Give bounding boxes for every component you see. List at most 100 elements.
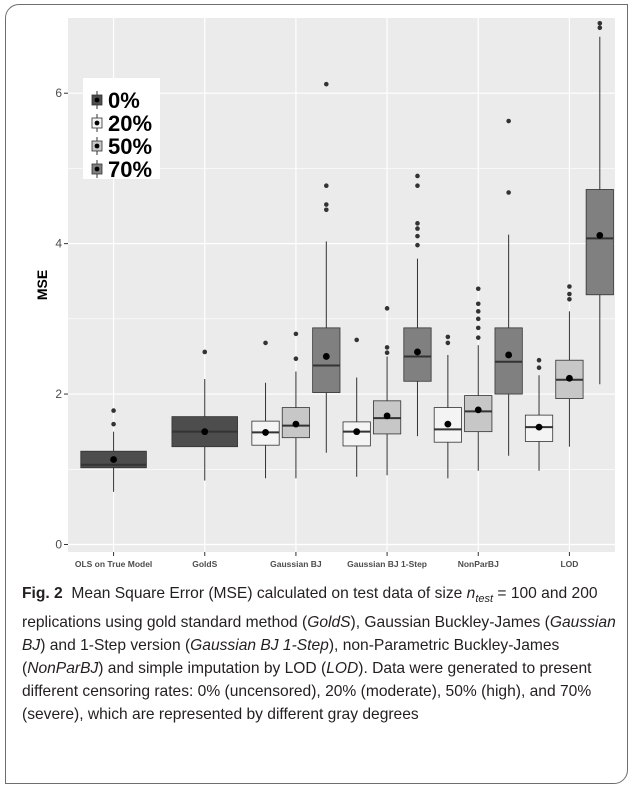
x-tick-label: NonParBJ — [458, 559, 499, 569]
y-axis: 0 2 4 6 — [55, 86, 68, 551]
box-body — [464, 395, 493, 433]
mean-point — [444, 420, 452, 428]
outlier-point — [597, 25, 603, 31]
outlier-point — [324, 81, 329, 87]
legend-label: 0% — [108, 88, 140, 113]
box-body — [524, 414, 554, 442]
box-50pct — [464, 286, 493, 471]
outlier-point — [415, 242, 420, 248]
x-tick-label: LOD — [560, 559, 578, 569]
mean-point — [505, 351, 513, 359]
legend-label: 70% — [108, 157, 152, 182]
outlier-point — [475, 286, 481, 292]
legend-key-mean — [94, 120, 100, 126]
mean-point — [262, 429, 269, 436]
mean-point — [414, 348, 421, 356]
legend-key-mean — [94, 166, 100, 172]
outlier-point — [475, 316, 481, 322]
box-body — [585, 189, 614, 296]
box-20pct — [342, 337, 371, 477]
mean-point — [110, 456, 117, 463]
box-70pct — [312, 81, 341, 453]
x-axis: OLS on True Model GoldS Gaussian BJ Gaussia… — [75, 552, 578, 569]
x-tick-label: OLS on True Model — [75, 559, 152, 569]
box-50pct — [555, 284, 584, 447]
outlier-point — [263, 340, 268, 346]
outlier-point — [506, 190, 511, 195]
box-0pct — [80, 408, 147, 492]
outlier-point — [597, 20, 603, 26]
legend: 0%20%50%70% — [83, 78, 160, 182]
legend-label: 20% — [108, 111, 152, 136]
legend-key-mean — [94, 143, 100, 149]
box-50pct — [373, 306, 402, 476]
outlier-point — [384, 306, 390, 311]
outlier-point — [475, 335, 481, 340]
outlier-point — [293, 331, 299, 337]
mean-point — [535, 423, 543, 431]
outlier-point — [536, 365, 542, 371]
figure-caption: Fig. 2 Mean Square Error (MSE) calculate… — [22, 582, 618, 726]
box-20pct — [524, 357, 554, 471]
outlier-point — [415, 233, 420, 239]
outlier-point — [111, 408, 116, 413]
legend-key-50pct — [91, 137, 103, 155]
caption-label: Fig. 2 — [22, 585, 63, 602]
box-70pct — [585, 20, 614, 385]
outlier-point — [506, 118, 511, 124]
outlier-point — [536, 357, 542, 363]
legend-key-70pct — [91, 160, 103, 178]
y-axis-label: MSE — [34, 270, 50, 300]
outlier-point — [293, 356, 299, 362]
outlier-point — [415, 221, 420, 226]
outlier-point — [202, 349, 208, 355]
y-tick-label: 6 — [55, 86, 62, 100]
box-20pct — [433, 334, 462, 479]
outlier-point — [445, 340, 451, 346]
outlier-point — [445, 334, 451, 340]
outlier-point — [354, 337, 359, 343]
box-0pct — [171, 349, 238, 481]
outlier-point — [324, 183, 329, 189]
figure-frame — [5, 4, 628, 784]
legend-key-mean — [94, 97, 100, 103]
outlier-point — [475, 301, 481, 307]
mean-point — [322, 353, 330, 360]
box-body — [312, 327, 341, 393]
x-tick-label: Gaussian BJ 1-Step — [347, 559, 427, 569]
mean-point — [292, 420, 300, 428]
mean-point — [353, 428, 361, 436]
outlier-point — [475, 309, 481, 314]
outlier-point — [324, 207, 329, 213]
mean-point — [201, 428, 209, 436]
mean-point — [566, 374, 573, 382]
outlier-point — [384, 350, 390, 355]
x-tick-label: Gaussian BJ — [270, 559, 322, 569]
mean-point — [474, 406, 482, 414]
box-20pct — [251, 340, 280, 479]
box-50pct — [281, 331, 310, 479]
outlier-point — [475, 325, 481, 331]
caption-text: Mean Square Error (MSE) calculated on te… — [22, 585, 616, 724]
outlier-point — [324, 202, 329, 207]
box-70pct — [403, 173, 432, 437]
outlier-point — [415, 183, 420, 189]
y-tick-label: 4 — [55, 237, 62, 251]
outlier-point — [567, 284, 572, 289]
y-tick-label: 2 — [55, 387, 62, 401]
mean-point — [596, 231, 604, 239]
outlier-point — [567, 296, 572, 302]
y-tick-label: 0 — [55, 537, 62, 551]
outlier-point — [384, 345, 390, 350]
legend-key-0pct — [91, 91, 103, 109]
legend-label: 50% — [108, 134, 152, 159]
outlier-point — [415, 226, 420, 231]
gridlines — [68, 18, 615, 552]
outlier-point — [111, 421, 116, 427]
mean-point — [383, 412, 391, 420]
legend-key-20pct — [91, 114, 103, 132]
box-70pct — [494, 118, 523, 456]
x-tick-label: GoldS — [192, 559, 217, 569]
outlier-point — [567, 291, 572, 297]
boxplot-chart: 0 2 4 6 OLS on True Model GoldS Gaussian BJ Ga… — [34, 18, 615, 569]
